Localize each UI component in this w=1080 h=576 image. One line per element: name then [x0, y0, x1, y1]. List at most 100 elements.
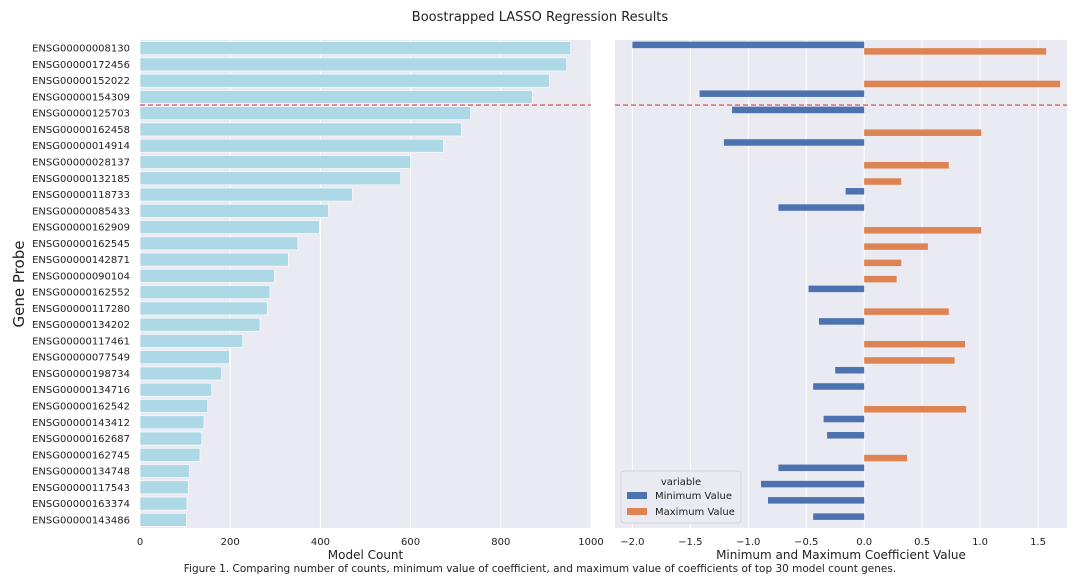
count-bar — [139, 334, 244, 348]
legend-entry: Maximum Value — [655, 507, 735, 518]
min-coefficient-bar — [767, 497, 865, 504]
min-coefficient-bar — [835, 366, 865, 374]
max-coefficient-bar — [864, 243, 928, 250]
gene-label: ENSG00000162545 — [32, 239, 130, 250]
min-coefficient-bar — [813, 383, 865, 390]
gene-label: ENSG00000028137 — [32, 158, 130, 169]
y-axis-label: Gene Probe — [10, 241, 28, 328]
min-coefficient-bar — [632, 41, 865, 49]
x-tick-label: 1000 — [578, 537, 603, 548]
count-bar — [139, 236, 299, 251]
count-bar — [139, 366, 222, 381]
gene-label: ENSG00000154309 — [32, 92, 130, 103]
gene-label: ENSG00000090104 — [32, 271, 130, 282]
figure-caption: Figure 1. Comparing number of counts, mi… — [183, 563, 897, 575]
count-bar — [139, 382, 213, 397]
x-tick-label: −2.0 — [620, 537, 644, 548]
min-coefficient-bar — [778, 464, 865, 472]
plot-background — [140, 40, 591, 528]
min-coefficient-bar — [818, 318, 865, 325]
gene-label: ENSG00000117461 — [32, 336, 130, 347]
count-bar — [139, 269, 275, 283]
x-tick-label: −1.5 — [678, 537, 702, 548]
gene-label: ENSG00000198734 — [32, 369, 130, 380]
gene-label: ENSG00000125703 — [32, 109, 130, 120]
model-count-panel: 0 200 400 600 800 1000 ENSG00000008130 ENSG0000… — [10, 40, 604, 562]
max-coefficient-bar — [864, 275, 897, 283]
legend-entry: Minimum Value — [655, 491, 732, 502]
count-bar — [139, 350, 230, 365]
legend-title: variable — [661, 477, 701, 488]
count-bar — [139, 155, 411, 169]
count-bar — [139, 73, 550, 88]
max-coefficient-bar — [864, 227, 982, 234]
x-tick-label: 600 — [401, 537, 420, 548]
x-tick-label: 1.5 — [1030, 537, 1046, 548]
gene-label: ENSG00000132185 — [32, 174, 130, 185]
count-bar — [139, 252, 289, 267]
max-coefficient-bar — [864, 340, 966, 348]
x-tick-label: 800 — [491, 537, 510, 548]
count-bar — [139, 285, 271, 299]
min-coefficient-bar — [808, 285, 865, 293]
min-coefficient-bar — [723, 139, 865, 146]
gene-label: ENSG00000142871 — [32, 255, 130, 266]
legend: variable Minimum Value Maximum Value — [620, 470, 742, 524]
count-bar — [139, 106, 471, 121]
x-tick-label: −0.5 — [794, 537, 818, 548]
count-bar — [139, 480, 189, 495]
max-coefficient-bar — [864, 80, 1061, 88]
count-bar — [139, 203, 329, 218]
count-bar — [139, 220, 320, 234]
min-coefficient-bar — [823, 415, 865, 423]
legend-box — [620, 470, 742, 524]
gene-label: ENSG00000077549 — [32, 353, 130, 364]
count-bar — [139, 513, 187, 527]
gene-label: ENSG00000014914 — [32, 141, 130, 152]
legend-swatch-min — [627, 492, 647, 499]
min-coefficient-bar — [845, 188, 865, 195]
x-tick-label: 200 — [221, 537, 240, 548]
count-bar — [139, 415, 205, 430]
count-bar — [139, 171, 401, 186]
max-coefficient-bar — [864, 308, 949, 315]
count-bar — [139, 317, 261, 332]
gene-label: ENSG00000162909 — [32, 223, 130, 234]
min-coefficient-bar — [761, 480, 865, 488]
count-bar — [139, 57, 567, 72]
gene-label: ENSG00000134748 — [32, 467, 130, 478]
count-bar — [139, 464, 190, 478]
x-tick-label: 0.0 — [856, 537, 872, 548]
count-bar — [139, 301, 268, 316]
gene-label: ENSG00000162687 — [32, 434, 130, 445]
min-coefficient-bar — [778, 204, 865, 211]
max-coefficient-bar — [864, 357, 955, 364]
gene-label: ENSG00000134716 — [32, 385, 130, 396]
count-bar — [139, 41, 572, 55]
x-tick-label: 400 — [311, 537, 330, 548]
gene-label: ENSG00000134202 — [32, 320, 130, 331]
max-coefficient-bar — [864, 162, 949, 169]
gene-label: ENSG00000152022 — [32, 76, 130, 87]
max-coefficient-bar — [864, 129, 982, 136]
gene-label: ENSG00000163374 — [32, 499, 130, 510]
count-bar — [139, 431, 203, 446]
min-coefficient-bar — [827, 432, 865, 439]
gene-label: ENSG00000118733 — [32, 190, 130, 201]
coefficient-panel: −2.0 −1.5 −1.0 −0.5 0.0 0.5 1.0 1.5 Minimum and … — [615, 40, 1067, 562]
max-coefficient-bar — [864, 259, 902, 267]
gene-label: ENSG00000162542 — [32, 402, 130, 413]
count-bar — [139, 447, 201, 462]
x-tick-label: 0.5 — [914, 537, 930, 548]
count-bar — [139, 187, 353, 202]
gene-label: ENSG00000162745 — [32, 450, 130, 461]
count-bar — [139, 496, 188, 511]
gene-label: ENSG00000162458 — [32, 125, 130, 136]
min-coefficient-bar — [813, 513, 865, 520]
gene-label: ENSG00000085433 — [32, 206, 130, 217]
count-bar — [139, 90, 533, 104]
gene-label: ENSG00000143486 — [32, 515, 130, 526]
gene-label: ENSG00000143412 — [32, 418, 130, 429]
max-coefficient-bar — [864, 178, 902, 185]
